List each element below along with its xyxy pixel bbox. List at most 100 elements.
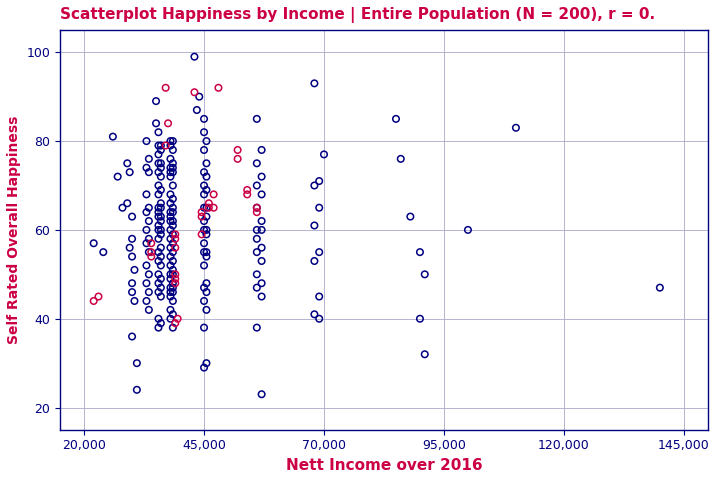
Point [251,271,263,278]
Point [256,173,267,180]
Point [165,288,176,296]
Point [256,257,267,265]
Point [167,164,179,171]
Point [256,244,267,252]
Point [153,315,164,323]
Point [251,204,263,212]
Point [153,213,164,220]
Point [241,191,253,198]
Point [155,284,166,291]
Point [169,235,181,242]
Point [155,244,166,252]
Point [140,240,152,247]
Point [126,213,138,220]
Point [155,230,166,238]
Point [165,293,176,300]
Point [153,235,164,242]
Point [153,142,164,149]
Point [232,155,243,163]
Point [145,248,157,256]
Point [143,155,155,163]
Point [140,297,152,305]
Point [198,191,210,198]
Point [201,186,212,194]
Point [155,217,166,225]
Point [165,199,176,207]
Point [165,137,176,145]
Point [309,257,320,265]
Point [167,284,179,291]
Point [126,288,138,296]
Point [198,181,210,189]
Point [198,128,210,136]
Point [126,279,138,287]
Point [201,230,212,238]
Point [88,297,99,305]
Point [165,173,176,180]
Point [208,204,220,212]
Point [251,284,263,291]
Point [145,253,157,261]
Point [198,240,210,247]
Point [162,120,174,127]
Point [419,350,431,358]
Point [160,84,171,92]
Point [201,360,212,367]
Point [390,115,402,123]
Point [419,271,431,278]
Point [194,93,205,100]
Point [256,279,267,287]
Point [251,226,263,234]
Point [155,319,166,327]
Point [198,168,210,176]
Point [143,248,155,256]
Point [155,173,166,180]
Point [241,186,253,194]
Point [165,306,176,314]
Point [167,297,179,305]
Point [143,271,155,278]
Point [88,240,99,247]
Point [212,84,224,92]
Point [140,262,152,269]
Point [256,293,267,300]
Point [165,191,176,198]
Point [167,204,179,212]
Point [414,248,426,256]
Point [201,288,212,296]
Point [143,235,155,242]
Point [155,204,166,212]
Point [155,262,166,269]
Point [165,142,176,149]
Point [251,248,263,256]
Point [165,213,176,220]
Point [153,324,164,332]
Point [153,226,164,234]
Point [169,230,181,238]
Point [153,204,164,212]
Point [150,97,162,105]
Point [191,106,202,114]
Point [167,159,179,167]
Point [654,284,665,291]
Point [201,306,212,314]
Point [155,164,166,171]
Point [256,226,267,234]
Point [153,128,164,136]
Point [165,208,176,216]
Point [313,248,325,256]
Point [201,226,212,234]
Point [201,137,212,145]
Point [155,253,166,261]
Point [169,319,181,327]
Text: Scatterplot Happiness by Income | Entire Population (N = 200), r = 0.: Scatterplot Happiness by Income | Entire… [60,7,655,23]
Point [150,120,162,127]
Point [313,177,325,185]
Point [167,311,179,318]
Point [198,297,210,305]
Point [165,253,176,261]
Point [165,217,176,225]
Point [153,168,164,176]
Point [155,146,166,154]
Point [143,204,155,212]
